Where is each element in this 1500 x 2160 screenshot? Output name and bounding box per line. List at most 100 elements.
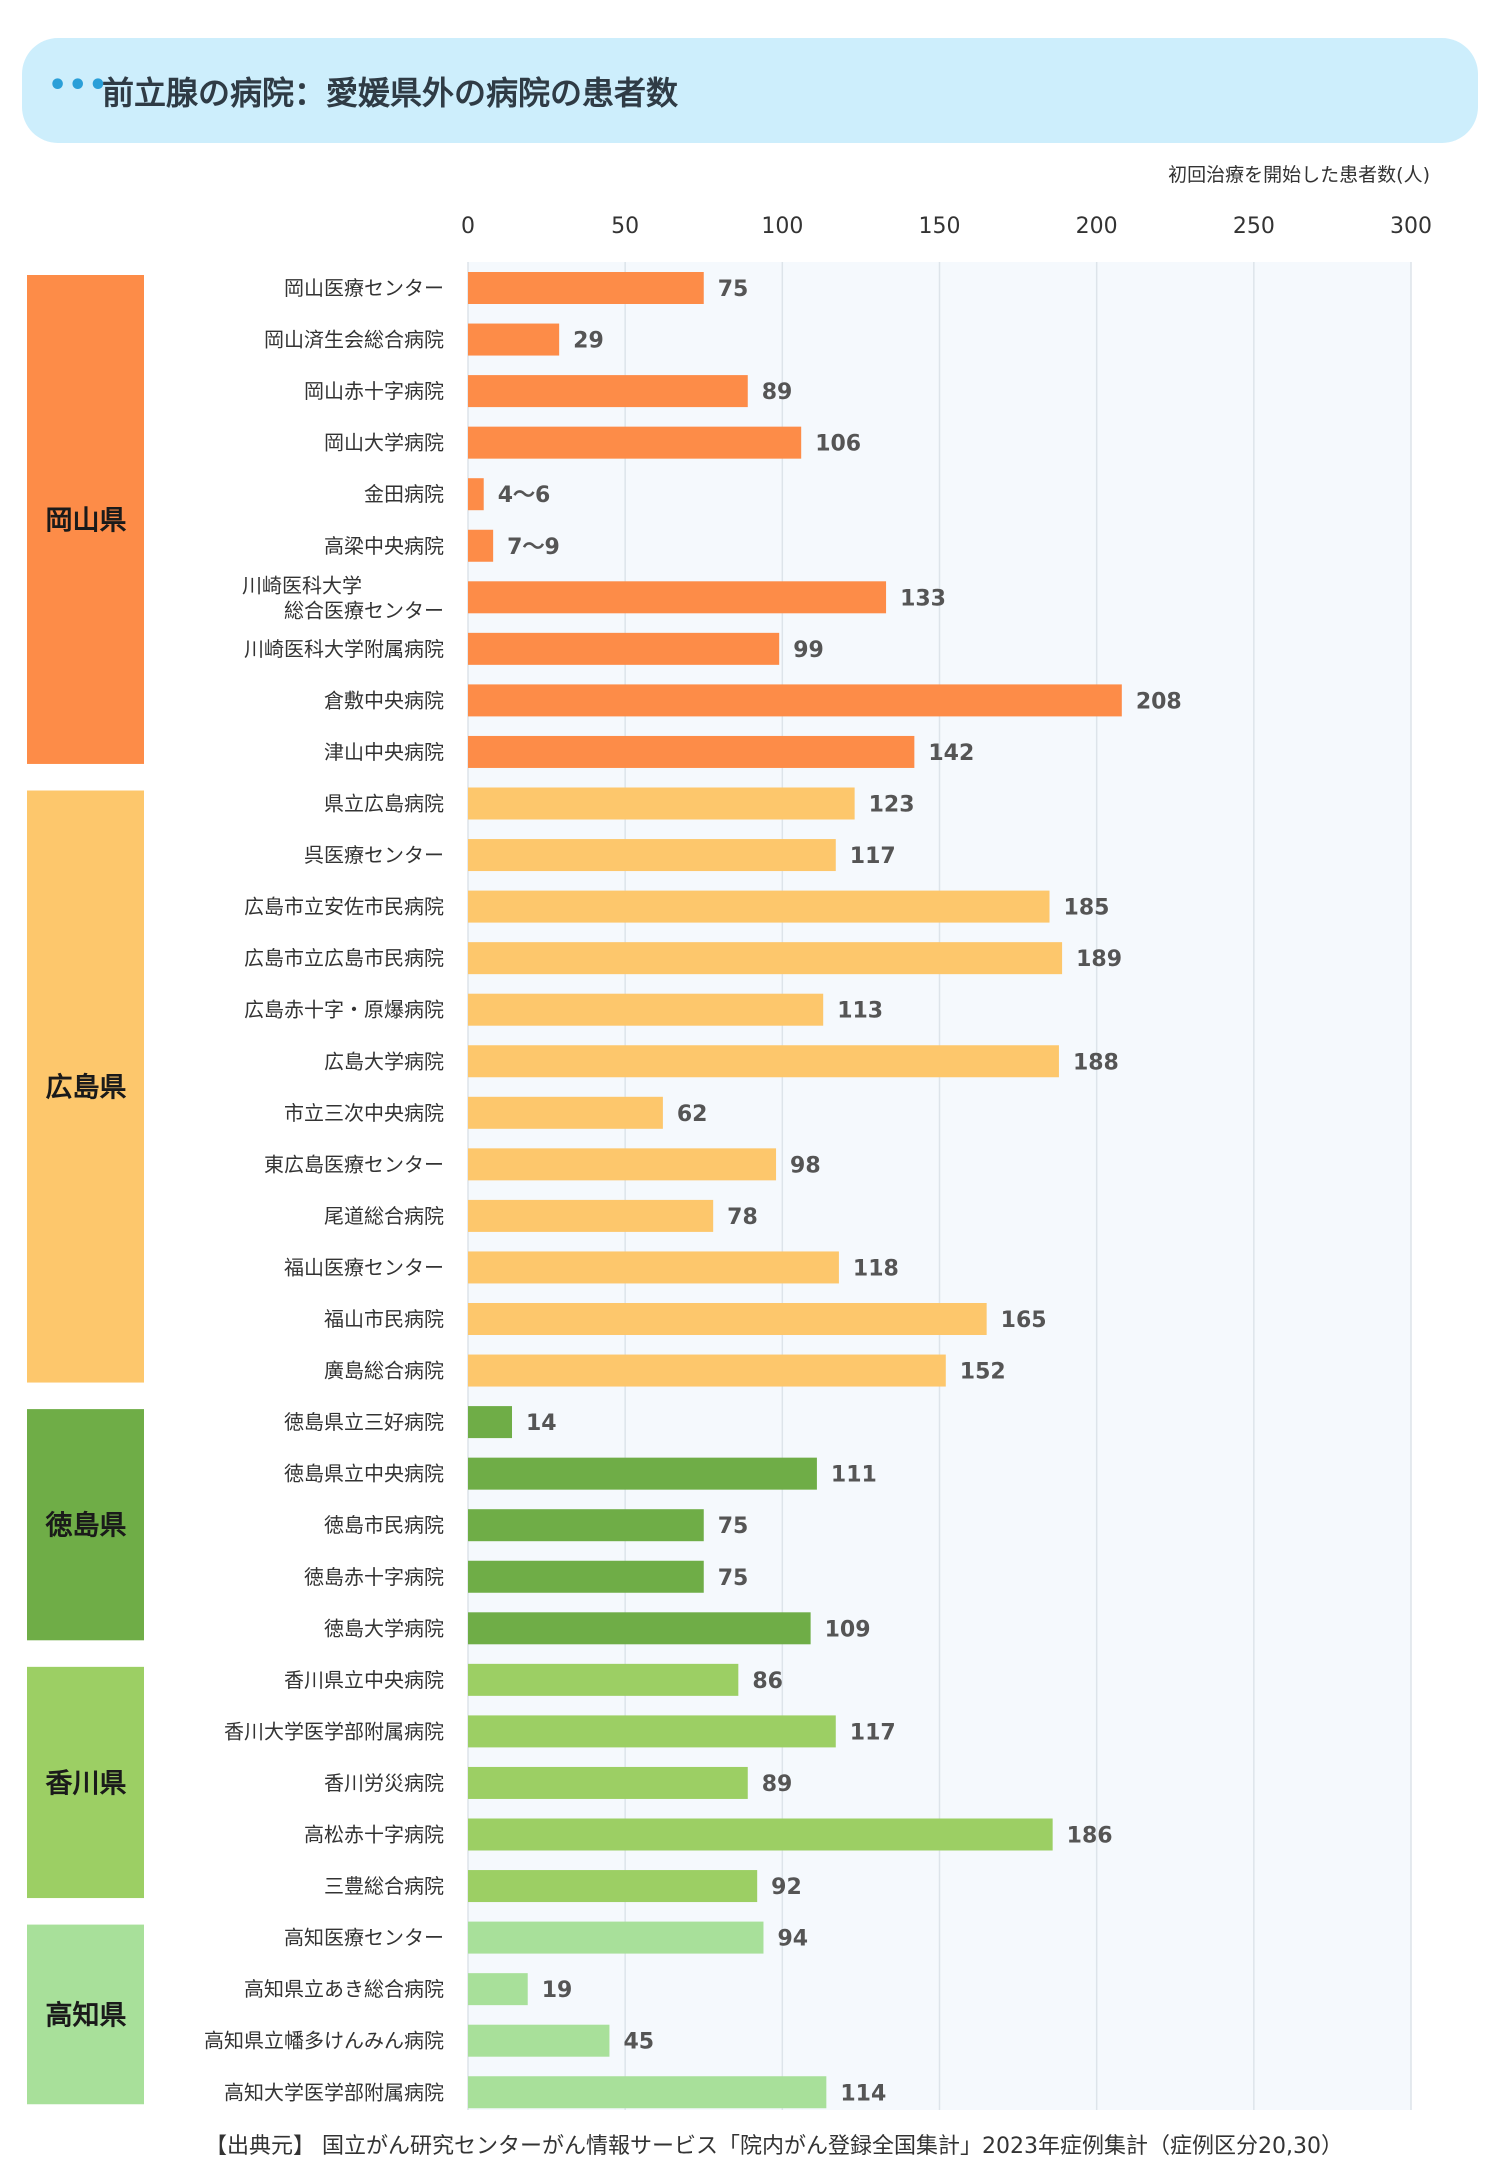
bar-value-label: 78: [727, 1205, 758, 1230]
category-label: 岡山医療センター: [284, 276, 444, 300]
group-band: [27, 1666, 144, 1899]
category-label: 広島大学病院: [324, 1049, 444, 1073]
bar-value-label: 75: [718, 1514, 749, 1539]
category-label: 広島市立広島市民病院: [244, 946, 444, 970]
title-bar: ••• 前立腺の病院：愛媛県外の病院の患者数: [22, 38, 1478, 143]
category-label: 徳島赤十字病院: [304, 1565, 444, 1589]
category-label: 香川県立中央病院: [284, 1668, 444, 1692]
bar-value-label: 186: [1067, 1824, 1113, 1849]
bar: [468, 684, 1122, 717]
category-label: 高松赤十字病院: [304, 1823, 444, 1847]
bar-value-label: 208: [1136, 689, 1182, 714]
bar: [468, 272, 704, 304]
bar: [468, 1045, 1059, 1078]
bar: [468, 735, 915, 768]
bar-value-label: 99: [793, 638, 824, 663]
bar-value-label: 4〜6: [498, 483, 551, 508]
bar: [468, 1715, 836, 1748]
group-band: [27, 1409, 144, 1641]
x-axis-label: 初回治療を開始した患者数(人): [1168, 164, 1430, 186]
group-band: [27, 275, 144, 764]
bar-value-label: 7〜9: [507, 535, 560, 560]
bar: [468, 787, 855, 820]
group-label: 高知県: [46, 1999, 127, 2031]
category-label: 廣島総合病院: [324, 1359, 444, 1383]
category-label: 三豊総合病院: [324, 1874, 444, 1898]
group-label: 徳島県: [45, 1511, 127, 1542]
bar: [468, 1612, 811, 1645]
bar: [468, 478, 484, 511]
bar-value-label: 92: [771, 1875, 802, 1900]
group-label: 広島県: [46, 1072, 127, 1104]
bar-value-label: 98: [790, 1153, 821, 1178]
bar-value-label: 89: [762, 1772, 793, 1797]
x-tick-label: 300: [1390, 214, 1432, 239]
category-label: 香川大学医学部附属病院: [224, 1719, 444, 1743]
bar: [468, 1303, 987, 1335]
more-dots-icon: •••: [48, 68, 109, 103]
bar: [468, 375, 748, 408]
category-label: 高知県立あき総合病院: [244, 1977, 444, 2001]
bar-value-label: 111: [831, 1463, 877, 1488]
bar: [468, 1457, 817, 1490]
bar-value-label: 165: [1001, 1308, 1047, 1333]
bar-value-label: 89: [762, 380, 793, 405]
chart-title: 前立腺の病院：愛媛県外の病院の患者数: [102, 74, 679, 112]
bar: [468, 839, 836, 872]
bar-value-label: 75: [718, 1566, 749, 1591]
bar: [468, 323, 560, 356]
category-label: 総合医療センター: [284, 598, 444, 622]
bar: [468, 1921, 764, 1954]
bar-value-label: 94: [777, 1927, 808, 1952]
group-band: [27, 1924, 144, 2105]
category-label: 倉敷中央病院: [324, 688, 444, 712]
category-label: 岡山赤十字病院: [304, 379, 444, 403]
bar: [468, 993, 824, 1026]
bar-value-label: 152: [960, 1360, 1006, 1385]
category-label: 金田病院: [364, 482, 444, 506]
category-label: 津山中央病院: [324, 740, 444, 764]
category-label: 川崎医科大学附属病院: [244, 637, 444, 661]
bar-value-label: 29: [573, 329, 604, 354]
category-label: 高梁中央病院: [324, 534, 444, 558]
category-label: 岡山大学病院: [324, 431, 444, 455]
bar: [468, 2024, 610, 2057]
bar: [468, 942, 1063, 975]
bar-value-label: 114: [840, 2081, 886, 2106]
category-label: 県立広島病院: [324, 792, 444, 816]
bar: [468, 1870, 758, 1903]
category-label: 徳島市民病院: [324, 1513, 444, 1537]
x-tick-label: 250: [1233, 214, 1275, 239]
bar-value-label: 188: [1073, 1050, 1119, 1075]
x-tick-label: 0: [461, 214, 475, 239]
bar: [468, 1199, 714, 1232]
bar-value-label: 123: [869, 793, 915, 818]
category-label: 高知県立幡多けんみん病院: [204, 2029, 444, 2053]
bar-value-label: 113: [837, 999, 883, 1024]
bar-value-label: 75: [718, 277, 749, 302]
bar: [468, 890, 1050, 923]
bar: [468, 1818, 1053, 1851]
category-label: 呉医療センター: [304, 843, 444, 867]
bar: [468, 632, 780, 665]
bar-value-label: 19: [542, 1978, 573, 2003]
bar: [468, 581, 887, 614]
x-tick-label: 100: [761, 214, 803, 239]
group-band: [27, 790, 144, 1383]
bar: [468, 1973, 528, 2006]
bar-value-label: 109: [825, 1617, 871, 1642]
bar-value-label: 45: [623, 2030, 654, 2055]
bar: [468, 1560, 704, 1593]
bar: [468, 1096, 663, 1129]
group-label: 岡山県: [46, 505, 127, 536]
x-tick-label: 50: [611, 214, 639, 239]
bar: [468, 1251, 839, 1284]
bar: [468, 1406, 513, 1439]
bar: [468, 2076, 827, 2109]
bar: [468, 1148, 777, 1181]
category-label: 福山医療センター: [284, 1255, 444, 1279]
bar: [468, 1663, 739, 1696]
bar-value-label: 133: [900, 586, 946, 611]
category-label: 市立三次中央病院: [284, 1101, 444, 1125]
